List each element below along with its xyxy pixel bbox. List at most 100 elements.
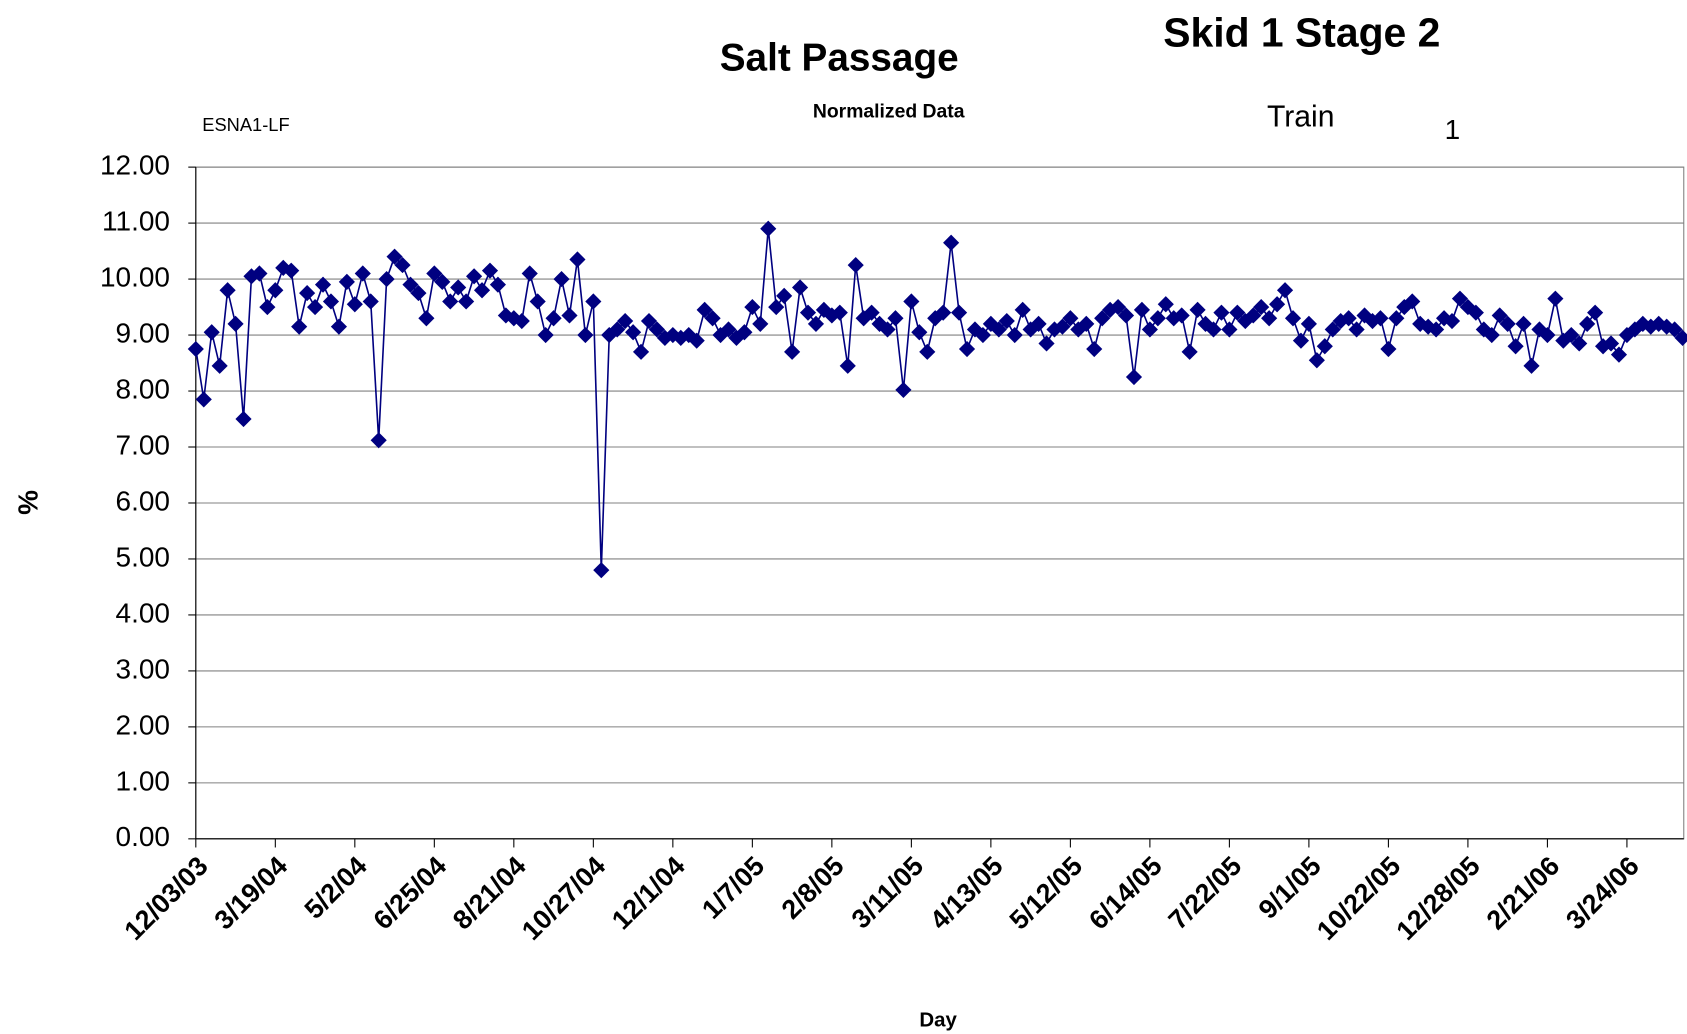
data-point: [402, 276, 419, 293]
y-tick-label: 12.00: [100, 149, 170, 180]
data-point: [458, 293, 475, 310]
y-tick-label: 8.00: [116, 373, 170, 404]
data-point: [1467, 304, 1484, 321]
data-point: [958, 340, 976, 358]
x-tick-label: 4/13/05: [924, 851, 1009, 936]
data-point: [1507, 338, 1524, 355]
data-point: [1094, 310, 1111, 327]
data-point: [863, 304, 880, 321]
data-point: [1666, 321, 1683, 338]
data-point: [1030, 315, 1047, 332]
data-point: [1428, 321, 1445, 338]
data-point: [1499, 315, 1516, 332]
data-point: [394, 256, 411, 274]
data-point: [434, 273, 451, 290]
x-tick-label: 12/03/03: [118, 851, 213, 946]
data-point: [974, 326, 991, 344]
data-point: [561, 307, 578, 324]
data-point: [1539, 326, 1556, 344]
data-point: [299, 284, 316, 302]
data-point: [688, 332, 705, 349]
x-tick-label: 10/27/04: [516, 851, 611, 946]
data-point: [720, 321, 737, 338]
data-point: [903, 293, 920, 310]
data-point: [1181, 343, 1198, 360]
data-point: [267, 282, 284, 299]
data-point: [1205, 321, 1222, 338]
data-point: [617, 312, 634, 330]
x-tick-label: 9/1/05: [1253, 851, 1327, 925]
data-point: [1284, 310, 1302, 327]
annotation: Train: [1267, 101, 1334, 134]
data-point: [529, 293, 546, 310]
data-point: [1110, 298, 1127, 316]
y-tick-label: 2.00: [116, 709, 170, 740]
data-point: [585, 293, 602, 310]
y-tick-label: 7.00: [116, 429, 170, 460]
data-point: [768, 298, 785, 316]
data-point: [887, 310, 904, 327]
data-point: [1483, 326, 1500, 344]
data-point: [346, 296, 363, 313]
data-point: [362, 293, 379, 310]
data-point: [1006, 326, 1023, 344]
data-point: [235, 410, 252, 428]
data-point: [330, 318, 347, 335]
data-point: [322, 293, 340, 310]
data-point: [418, 310, 435, 327]
data-point: [426, 265, 443, 282]
x-tick-label: 3/11/05: [846, 851, 930, 935]
data-point: [569, 251, 586, 268]
data-point: [1300, 315, 1317, 332]
data-point: [307, 298, 324, 316]
data-point: [609, 321, 626, 338]
data-point: [784, 343, 801, 360]
data-point: [1253, 298, 1270, 316]
data-point: [553, 270, 570, 288]
data-point: [831, 304, 848, 321]
x-tick-label: 6/25/04: [368, 851, 453, 936]
data-point: [935, 304, 952, 321]
x-tick-label: 12/1/04: [606, 851, 691, 936]
data-point: [338, 273, 355, 290]
data-point: [1388, 310, 1405, 327]
x-tick-label: 6/14/05: [1083, 851, 1168, 936]
data-point: [370, 432, 387, 449]
data-point: [577, 326, 594, 344]
y-tick-label: 11.00: [102, 205, 170, 236]
data-point: [943, 234, 960, 251]
data-point: [1125, 368, 1143, 386]
x-tick-label: 12/28/05: [1391, 851, 1486, 946]
data-point: [1523, 357, 1540, 374]
data-point: [227, 315, 244, 332]
y-tick-label: 4.00: [116, 597, 170, 628]
data-point: [919, 343, 936, 360]
data-point: [1189, 301, 1206, 318]
data-point: [951, 304, 968, 321]
data-point: [799, 304, 817, 321]
data-point: [1571, 335, 1588, 352]
data-point: [1086, 340, 1103, 358]
data-point: [696, 301, 713, 318]
data-point: [879, 321, 896, 338]
data-point: [314, 276, 332, 293]
data-point: [1380, 340, 1397, 358]
data-point: [911, 324, 928, 341]
data-point: [839, 357, 856, 374]
data-point: [386, 248, 403, 265]
data-point: [847, 256, 864, 274]
series-line: [195, 228, 1684, 571]
data-point: [1515, 315, 1532, 332]
data-point: [1443, 312, 1461, 330]
x-tick-label: 10/22/05: [1311, 851, 1406, 946]
data-point: [625, 324, 642, 341]
data-point: [195, 391, 212, 408]
data-point: [1062, 310, 1079, 327]
data-point: [807, 315, 825, 332]
data-point: [513, 312, 530, 330]
data-point: [251, 265, 268, 282]
data-point: [648, 321, 666, 338]
data-point: [378, 270, 395, 288]
data-point: [895, 381, 912, 398]
